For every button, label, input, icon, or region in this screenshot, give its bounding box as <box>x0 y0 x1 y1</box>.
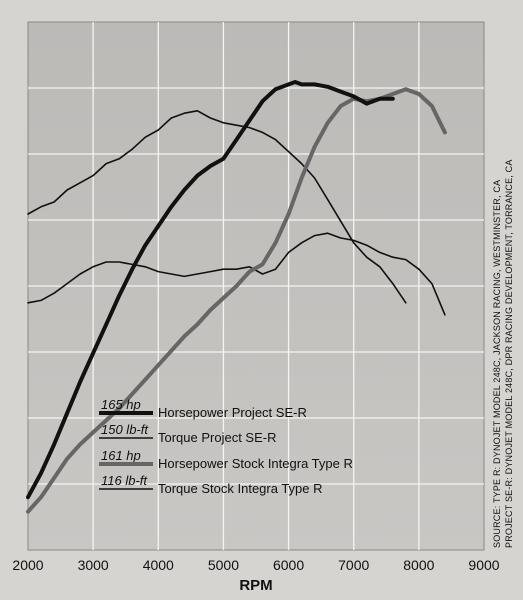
legend-value-2: 161 hp <box>101 448 141 463</box>
legend-label-0: Horsepower Project SE-R <box>158 405 307 420</box>
x-tick-label: 9000 <box>468 557 499 573</box>
x-tick-label: 8000 <box>403 557 434 573</box>
series-line-3 <box>27 232 446 316</box>
legend: 165 hp Horsepower Project SE-R 150 lb-ft To… <box>99 397 353 496</box>
legend-label-3: Torque Stock Integra Type R <box>158 481 323 496</box>
x-tick-label: 7000 <box>338 557 369 573</box>
x-tick-label: 5000 <box>208 557 239 573</box>
series-line-0 <box>26 80 395 500</box>
series-line-1 <box>27 110 407 304</box>
legend-value-0: 165 hp <box>101 397 141 412</box>
x-tick-labels: 2000 3000 4000 5000 6000 7000 8000 9000 <box>12 557 499 573</box>
x-tick-label: 2000 <box>12 557 43 573</box>
source-line-1: SOURCE: TYPE R: DYNOJET MODEL 248C, JACK… <box>492 180 502 548</box>
x-axis-label: RPM <box>239 577 272 594</box>
legend-label-1: Torque Project SE-R <box>158 430 277 445</box>
legend-label-2: Horsepower Stock Integra Type R <box>158 456 353 471</box>
x-tick-label: 6000 <box>273 557 304 573</box>
legend-value-3: 116 lb-ft <box>101 473 148 488</box>
source-note: SOURCE: TYPE R: DYNOJET MODEL 248C, JACK… <box>492 159 514 548</box>
source-line-2: PROJECT SE-R: DYNOJET MODEL 248C, DPR RA… <box>504 159 514 548</box>
x-tick-label: 4000 <box>143 557 174 573</box>
series-lines <box>26 80 447 514</box>
legend-value-1: 150 lb-ft <box>101 422 149 437</box>
x-tick-label: 3000 <box>78 557 109 573</box>
